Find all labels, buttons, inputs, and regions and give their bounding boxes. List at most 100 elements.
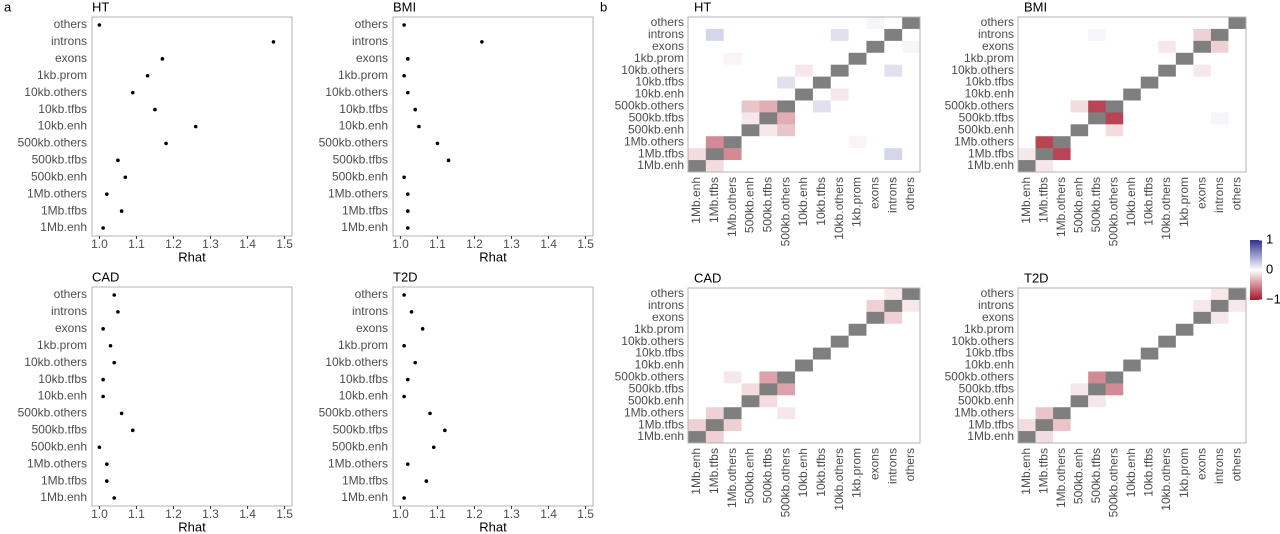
heat-cell xyxy=(777,335,796,348)
y-tick-label: 1Mb.tfbs xyxy=(638,417,684,431)
x-tick-label: 500kb.tfbs xyxy=(1089,448,1103,503)
y-tick-label: 500kb.others xyxy=(945,99,1014,113)
x-tick-label: 1kb.prom xyxy=(1177,448,1191,498)
heat-cell xyxy=(1105,347,1124,360)
heat-cell xyxy=(795,112,814,125)
y-tick-label: 500kb.enh xyxy=(958,122,1014,136)
heat-cell xyxy=(902,371,921,384)
heat-cell xyxy=(1193,124,1212,137)
heat-cell xyxy=(884,395,903,408)
y-tick-label: 10kb.others xyxy=(24,355,87,369)
y-tick-label: 10kb.enh xyxy=(635,87,684,101)
heat-cell xyxy=(830,407,849,420)
heat-cell xyxy=(741,347,760,360)
heat-cell xyxy=(1105,288,1124,301)
heat-cell xyxy=(830,419,849,432)
heat-cell xyxy=(866,311,885,325)
x-tick-label: 500kb.others xyxy=(1107,177,1121,246)
heat-cell xyxy=(866,136,885,149)
heat-cell xyxy=(1088,288,1106,301)
heat-cell xyxy=(866,288,885,301)
heat-cell xyxy=(866,395,885,408)
heat-cell xyxy=(1228,88,1247,101)
heat-cell xyxy=(884,299,903,313)
dot xyxy=(105,192,109,196)
dot xyxy=(413,107,418,112)
x-tick-label: 500kb.tfbs xyxy=(1089,177,1103,232)
x-tick-label: 10kb.tfbs xyxy=(1142,448,1156,497)
y-tick-label: 1Mb.enh xyxy=(40,220,87,234)
y-tick-label: 500kb.tfbs xyxy=(32,153,87,167)
heat-cell xyxy=(1193,40,1212,54)
heat-cell xyxy=(1140,335,1159,348)
heat-cell xyxy=(1070,52,1089,65)
heat-cell xyxy=(741,323,760,336)
dot xyxy=(101,327,105,331)
x-tick-label: 10kb.tfbs xyxy=(1142,177,1156,226)
heat-cell xyxy=(1105,311,1124,325)
heat-cell xyxy=(1088,311,1106,325)
heat-cell xyxy=(1158,323,1177,336)
heat-cell xyxy=(759,64,778,77)
heat-cell xyxy=(1035,335,1054,348)
heat-cell xyxy=(1175,347,1194,360)
heat-cell xyxy=(759,28,778,42)
heat-cell xyxy=(884,371,903,384)
heat-cell xyxy=(866,124,885,137)
heat-cell xyxy=(1105,76,1124,89)
heat-cell xyxy=(1105,28,1124,42)
heat-cell xyxy=(1088,323,1106,336)
heat-cell xyxy=(1123,311,1142,325)
heat-cell xyxy=(723,124,742,137)
heat-cell xyxy=(1210,323,1229,336)
heat-cell xyxy=(1088,136,1106,149)
heat-cell xyxy=(1228,40,1247,54)
y-tick-label: introns xyxy=(352,304,388,318)
heat-cell xyxy=(1070,160,1089,173)
y-tick-label: 10kb.others xyxy=(24,85,87,99)
heat-cell xyxy=(1193,383,1212,396)
heat-cell xyxy=(795,88,814,101)
heat-cell xyxy=(1123,323,1142,336)
heat-cell xyxy=(1140,76,1159,89)
dot xyxy=(112,496,117,500)
heat-cell xyxy=(795,359,814,372)
heat-cell xyxy=(688,160,707,173)
heat-cell xyxy=(705,359,724,372)
heat-cell xyxy=(866,431,885,444)
heat-cell xyxy=(1088,64,1106,77)
heat-cell xyxy=(1193,100,1212,113)
heat-cell xyxy=(866,148,885,161)
heat-cell xyxy=(705,431,724,444)
heat-cell xyxy=(759,371,778,384)
heat-cell xyxy=(759,112,778,125)
heat-cell xyxy=(848,383,867,396)
heat-cell xyxy=(1193,288,1212,301)
heat-cell xyxy=(1018,323,1036,336)
x-tick-label: introns xyxy=(885,177,899,213)
heat-cell xyxy=(902,64,921,77)
heat-cell xyxy=(723,64,742,77)
heat-cell xyxy=(866,407,885,420)
y-tick-label: 1Mb.tfbs xyxy=(968,417,1014,431)
heat-cell xyxy=(1053,347,1071,360)
heat-cell xyxy=(1158,100,1177,113)
heat-cell xyxy=(741,160,760,173)
y-tick-label: introns xyxy=(978,27,1014,41)
heat-cell xyxy=(1123,64,1142,77)
heat-cell xyxy=(1210,17,1229,30)
heat-cell xyxy=(1140,407,1159,420)
y-tick-label: 500kb.others xyxy=(18,406,87,420)
heat-cell xyxy=(848,17,867,30)
heat-cell xyxy=(884,148,903,161)
heat-cell xyxy=(812,431,832,444)
x-tick-label: 1kb.prom xyxy=(1177,177,1191,227)
heat-cell xyxy=(1053,323,1071,336)
heat-cell xyxy=(741,40,760,54)
heat-cell xyxy=(795,288,814,301)
dot xyxy=(402,343,406,348)
y-tick-label: 10kb.others xyxy=(951,63,1014,77)
heat-cell xyxy=(688,136,707,149)
heat-cell xyxy=(884,100,903,113)
heat-cell xyxy=(1210,52,1229,65)
